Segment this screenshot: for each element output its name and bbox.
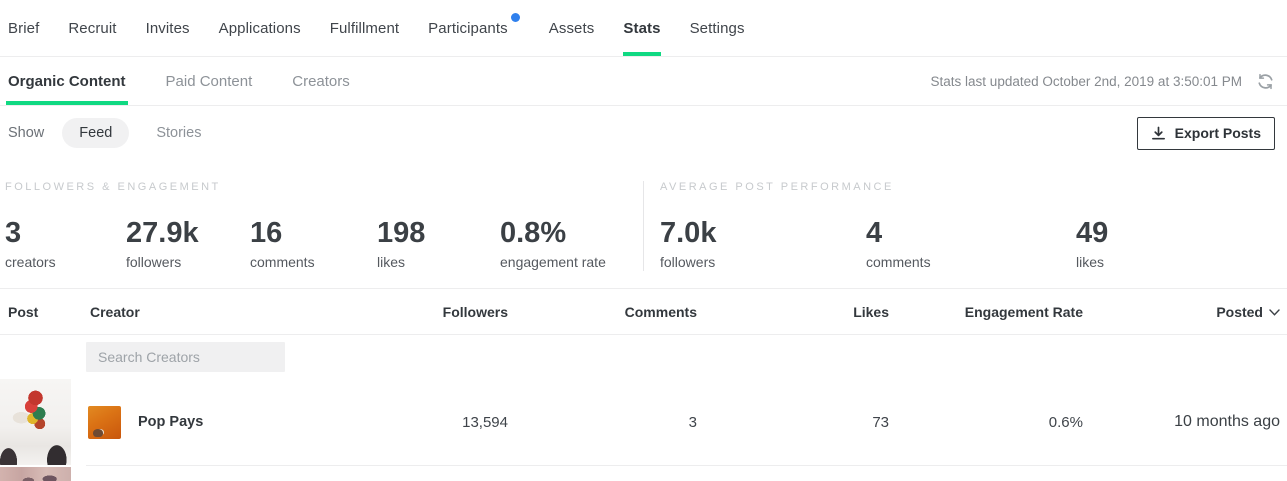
column-header-likes: Likes <box>853 303 889 320</box>
export-posts-button[interactable]: Export Posts <box>1136 116 1275 150</box>
followers-engagement-section: FOLLOWERS & ENGAGEMENT 3 creators 27.9k … <box>0 181 644 271</box>
table-row[interactable]: Pop Pays 13,594 3 73 0.6% 10 months ago <box>0 379 1287 466</box>
nav-item-stats[interactable]: Stats <box>623 0 661 56</box>
nav-item-brief[interactable]: Brief <box>8 19 40 37</box>
section-title: AVERAGE POST PERFORMANCE <box>660 181 894 193</box>
section-title: FOLLOWERS & ENGAGEMENT <box>5 181 221 193</box>
metric-followers: 27.9k followers <box>126 217 199 271</box>
metric-likes: 198 likes <box>377 217 426 271</box>
feed-toolbar: Show Feed Stories Export Posts <box>0 106 1287 160</box>
metric-engagement-rate: 0.8% engagement rate <box>500 217 606 271</box>
posts-table-header: Post Creator Followers Comments Likes En… <box>0 288 1287 335</box>
likes-value: 73 <box>872 413 889 431</box>
column-header-engagement-rate: Engagement Rate <box>964 303 1083 320</box>
download-icon <box>1151 126 1165 139</box>
column-header-creator: Creator <box>90 303 140 320</box>
tab-paid-content[interactable]: Paid Content <box>165 72 253 90</box>
nav-item-participants[interactable]: Participants <box>428 0 520 56</box>
nav-item-assets[interactable]: Assets <box>548 19 595 37</box>
column-header-posted-sort[interactable]: Posted <box>1083 304 1287 320</box>
view-option-stories[interactable]: Stories <box>156 125 202 141</box>
creator-avatar <box>88 405 121 439</box>
stats-subnav: Organic Content Paid Content Creators St… <box>0 57 1287 106</box>
post-cell <box>0 379 86 466</box>
nav-item-recruit[interactable]: Recruit <box>68 19 117 37</box>
metric-avg-comments: 4 comments <box>866 217 931 271</box>
view-option-feed[interactable]: Feed <box>62 118 130 148</box>
column-header-post: Post <box>8 303 39 320</box>
notification-dot <box>510 13 520 22</box>
creator-name: Pop Pays <box>138 414 204 430</box>
tab-creators[interactable]: Creators <box>292 72 350 90</box>
post-thumbnail[interactable] <box>0 379 71 465</box>
comments-value: 3 <box>688 413 697 431</box>
nav-item-invites[interactable]: Invites <box>145 19 190 37</box>
summary-section: FOLLOWERS & ENGAGEMENT 3 creators 27.9k … <box>0 160 1287 288</box>
metric-comments: 16 comments <box>250 217 315 271</box>
engagement-rate-value: 0.6% <box>1048 413 1083 431</box>
creator-search-row <box>0 335 1287 379</box>
metric-avg-followers: 7.0k followers <box>660 217 717 271</box>
last-updated-status: Stats last updated October 2nd, 2019 at … <box>930 73 1242 89</box>
table-row[interactable] <box>0 467 1287 481</box>
metric-avg-likes: 49 likes <box>1076 217 1109 271</box>
posted-value: 10 months ago <box>1174 413 1280 430</box>
column-header-followers: Followers <box>442 303 508 320</box>
show-label: Show <box>8 125 45 141</box>
tab-organic-content[interactable]: Organic Content <box>6 57 128 105</box>
nav-item-settings[interactable]: Settings <box>689 19 745 37</box>
refresh-icon[interactable] <box>1256 72 1275 91</box>
followers-value: 13,594 <box>462 413 508 431</box>
column-header-comments: Comments <box>624 303 697 320</box>
nav-item-fulfillment[interactable]: Fulfillment <box>329 19 400 37</box>
nav-item-applications[interactable]: Applications <box>218 19 301 37</box>
post-thumbnail[interactable] <box>0 467 71 481</box>
chevron-down-icon <box>1269 309 1280 316</box>
main-nav: Brief Recruit Invites Applications Fulfi… <box>0 0 1287 57</box>
creator-cell: Pop Pays <box>86 405 318 439</box>
search-creators-input[interactable] <box>86 342 285 372</box>
average-post-performance-section: AVERAGE POST PERFORMANCE 7.0k followers … <box>644 181 1287 271</box>
metric-creators: 3 creators <box>5 217 56 271</box>
